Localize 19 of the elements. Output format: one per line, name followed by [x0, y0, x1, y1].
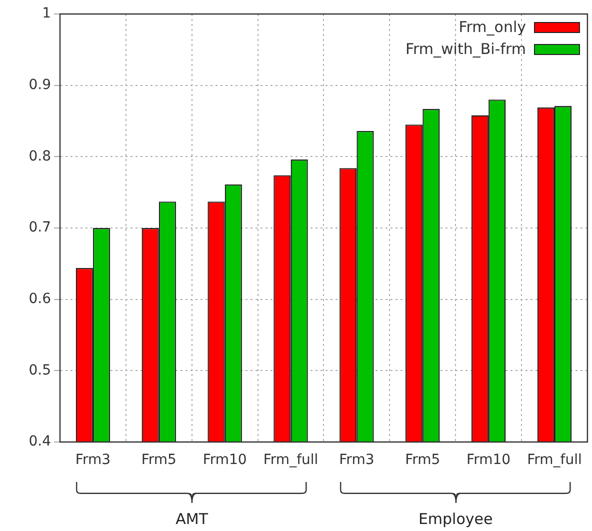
y-tick-label: 0.6 [28, 290, 52, 307]
y-tick-label: 0.8 [28, 148, 51, 164]
y-tick-label: 0.7 [28, 220, 51, 236]
legend-label: Frm_only [458, 17, 526, 38]
y-tick-label: 0.9 [28, 76, 51, 93]
text: Employee [418, 510, 493, 528]
x-tick-label: Frm5 [141, 452, 176, 468]
x-tick-label: Frm_full [527, 452, 582, 468]
x-tick-label: Frm3 [75, 452, 111, 468]
y-tick-label: 0.5 [28, 362, 51, 378]
y-tick-label: 1 [42, 6, 51, 22]
x-tick-label: Frm5 [405, 452, 440, 468]
y-tick-label: 0.4 [28, 434, 52, 450]
legend-label: Frm_with_Bi-frm [405, 39, 526, 60]
x-tick-label: Frm10 [466, 452, 511, 468]
text: AMT [176, 510, 208, 528]
x-tick-label: Frm_full [263, 452, 318, 468]
x-tick-label: Frm10 [202, 452, 247, 468]
x-tick-label: Frm3 [339, 452, 374, 468]
